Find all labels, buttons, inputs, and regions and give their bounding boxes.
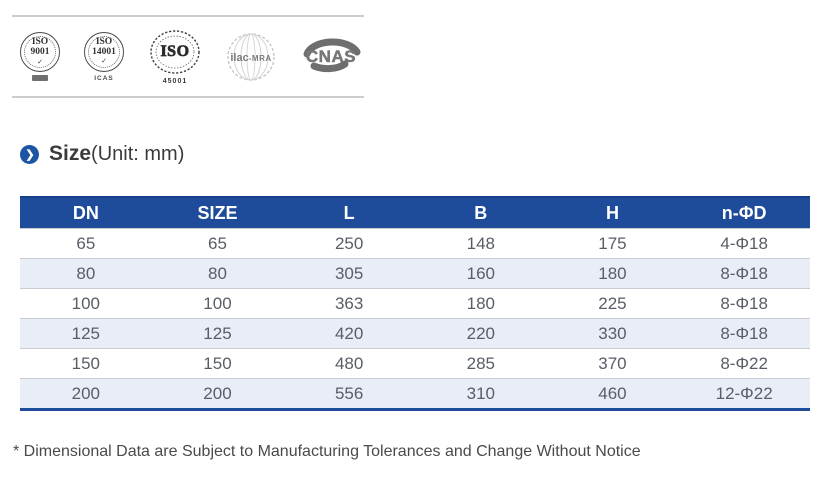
iso-45001-label: ISO (160, 43, 190, 61)
table-cell: 250 (283, 228, 415, 259)
registrar-logo-icon (32, 75, 48, 81)
table-cell: 363 (283, 288, 415, 319)
iso-14001-seal-icon: ISO 14001 ✓ (84, 31, 124, 72)
table-cell: 8-Φ18 (678, 318, 810, 349)
table-cell: 12-Φ22 (678, 378, 810, 410)
table-cell: 80 (151, 258, 284, 289)
table-cell: 8-Φ18 (678, 288, 810, 319)
cnas-logo-icon: CNAS (300, 35, 362, 79)
table-row: 80 80 305 160 180 8-Φ18 (20, 258, 810, 289)
band-divider-top (12, 15, 364, 17)
table-cell: 160 (414, 258, 547, 289)
table-cell: 65 (151, 228, 284, 259)
globe-lines-icon (227, 32, 275, 81)
table-cell: 200 (20, 378, 152, 410)
checkmark-icon: ✓ (37, 58, 43, 66)
ilac-mra-label: ilac-MRA (230, 51, 272, 64)
column-header-l: L (283, 196, 415, 229)
icas-label: ICAS (94, 74, 114, 82)
ilac-mra-badge: ilac-MRA (226, 32, 276, 82)
chevron-right-icon: ❯ (20, 144, 39, 164)
iso-45001-badge: ISO 45001 (148, 28, 202, 85)
table-row: 125 125 420 220 330 8-Φ18 (20, 318, 810, 349)
column-header-b: B (414, 196, 547, 229)
table-cell: 8-Φ22 (678, 348, 810, 379)
table-cell: 125 (151, 318, 284, 349)
table-cell: 310 (414, 378, 547, 410)
table-cell: 225 (546, 288, 679, 319)
table-cell: 80 (20, 258, 152, 289)
iso-9001-label-line2: 9001 (30, 47, 50, 57)
table-cell: 150 (20, 348, 152, 379)
table-cell: 330 (546, 318, 679, 349)
iso-45001-number: 45001 (162, 78, 188, 85)
column-header-dn: DN (20, 196, 152, 229)
table-cell: 220 (414, 318, 547, 349)
table-cell: 200 (151, 378, 284, 410)
section-unit-label: (Unit: mm) (91, 142, 185, 165)
table-cell: 480 (283, 348, 415, 379)
iso-9001-badge: ISO 9001 ✓ (20, 32, 60, 81)
header-row: DN SIZE L B H n-ΦD (20, 196, 810, 229)
table-cell: 305 (283, 258, 415, 289)
table-cell: 100 (20, 288, 152, 319)
iso-14001-badge: ISO 14001 ✓ ICAS (84, 31, 124, 82)
iso-45001-seal-icon: ISO (148, 28, 202, 76)
size-table-header: DN SIZE L B H n-ΦD (20, 196, 810, 229)
cnas-label: CNAS (305, 46, 357, 66)
table-cell: 175 (546, 228, 679, 259)
table-cell: 460 (546, 378, 679, 410)
cnas-badge: CNAS (300, 35, 362, 79)
cnas-swoosh-icon (303, 38, 361, 72)
column-header-nphid: n-ΦD (678, 196, 810, 229)
section-title: Size (49, 142, 92, 165)
table-row: 200 200 556 310 460 12-Φ22 (20, 378, 810, 410)
table-cell: 285 (414, 348, 547, 379)
iso-14001-label-line1: ISO (95, 36, 113, 47)
table-cell: 4-Φ18 (678, 228, 810, 259)
table-cell: 100 (151, 288, 284, 319)
column-header-size: SIZE (151, 196, 284, 229)
ilac-globe-icon: ilac-MRA (226, 32, 276, 82)
table-row: 150 150 480 285 370 8-Φ22 (20, 348, 810, 379)
size-table: DN SIZE L B H n-ΦD 65 65 250 148 175 4-Φ18 80 8… (20, 196, 810, 411)
table-cell: 180 (546, 258, 679, 289)
table-cell: 148 (414, 228, 547, 259)
dashed-ring-icon (150, 30, 200, 74)
iso-9001-seal-icon: ISO 9001 ✓ (20, 32, 60, 72)
iso-14001-label-line2: 14001 (92, 46, 116, 57)
section-heading: ❯ Size (Unit: mm) (20, 142, 184, 166)
footnote: * Dimensional Data are Subject to Manufa… (13, 443, 641, 460)
table-row: 100 100 363 180 225 8-Φ18 (20, 288, 810, 319)
size-table-body: 65 65 250 148 175 4-Φ18 80 80 305 160 180 8-Φ18 100 1… (20, 228, 810, 410)
table-row: 65 65 250 148 175 4-Φ18 (20, 228, 810, 259)
band-divider-bottom (12, 96, 364, 98)
iso-9001-label-line1: ISO (31, 37, 49, 48)
certification-band: ISO 9001 ✓ ISO 14001 ✓ ICAS ISO 4500 (12, 15, 364, 98)
table-cell: 556 (283, 378, 415, 410)
column-header-h: H (546, 196, 679, 229)
table-cell: 180 (414, 288, 547, 319)
table-cell: 65 (20, 228, 152, 259)
table-cell: 150 (151, 348, 284, 379)
table-cell: 420 (283, 318, 415, 349)
table-cell: 370 (546, 348, 679, 379)
table-cell: 125 (20, 318, 152, 349)
certification-logos: ISO 9001 ✓ ISO 14001 ✓ ICAS ISO 4500 (20, 17, 362, 96)
table-cell: 8-Φ18 (678, 258, 810, 289)
checkmark-icon: ✓ (101, 58, 107, 66)
